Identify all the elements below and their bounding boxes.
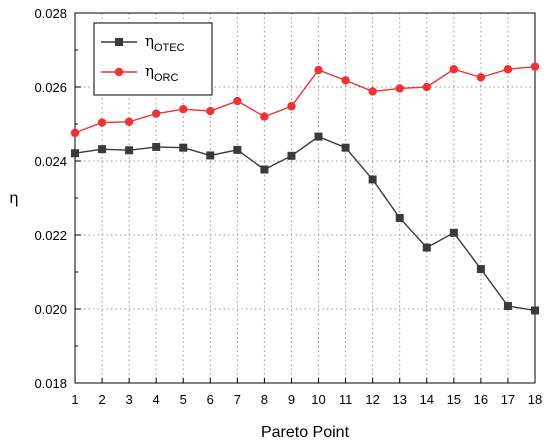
data-point-orc [179,105,188,114]
data-point-otec [368,175,377,184]
data-point-otec [422,243,431,252]
data-point-orc [449,65,459,74]
data-point-orc [476,73,486,82]
y-axis-label: η [10,190,19,207]
data-point-otec [395,213,404,222]
data-point-orc [395,84,404,93]
legend-label-subscript: OTEC [154,42,185,54]
grid [75,13,535,383]
y-tick-label: 0.020 [34,302,67,317]
x-tick-label: 8 [261,392,268,407]
x-tick-label: 13 [392,392,406,407]
data-point-otec [314,132,323,141]
x-tick-label: 5 [180,392,187,407]
data-point-otec [476,265,485,274]
x-axis-label: Pareto Point [261,424,350,441]
data-point-orc [422,82,431,92]
data-point-orc [287,102,296,111]
data-point-orc [70,128,80,138]
x-tick-label: 10 [311,392,325,407]
x-tick-label: 11 [339,392,353,407]
data-point-otec [98,145,107,154]
x-tick-label: 4 [153,392,160,407]
y-tick-label: 0.024 [34,154,67,169]
data-point-otec [449,228,458,237]
data-point-otec [206,151,215,160]
x-tick-label: 18 [528,392,542,407]
data-point-otec [179,143,188,152]
y-tick-label: 0.028 [34,6,67,21]
axes: 1 2 3 4 5 6 7 8 9 10 11 12 13 14 15 16 17 180.0180.0200.0… [34,6,542,407]
y-tick-label: 0.018 [34,376,67,391]
series-line-otec [74,135,536,312]
data-point-otec [233,145,242,154]
x-tick-label: 2 [98,392,105,407]
x-tick-label: 15 [447,392,461,407]
legend-marker [114,67,124,77]
data-point-orc [206,106,215,116]
data-point-orc [124,117,134,126]
legend-marker [115,38,123,46]
x-tick-label: 1 [71,392,78,407]
series-layer [70,62,540,315]
data-point-orc [341,76,350,85]
x-tick-label: 14 [420,392,434,407]
y-tick-label: 0.026 [34,80,67,95]
data-point-orc [503,65,513,74]
data-point-otec [260,165,269,174]
data-point-orc [530,62,540,71]
data-point-orc [368,87,377,96]
data-point-otec [287,151,296,160]
x-tick-label: 7 [234,392,241,407]
x-tick-label: 3 [126,392,133,407]
data-point-orc [151,109,161,118]
legend-box [93,22,213,96]
legend-label-subscript: ORC [154,72,179,84]
x-tick-label: 9 [288,392,295,407]
data-point-orc [97,118,107,127]
x-tick-label: 12 [365,392,379,407]
data-point-otec [152,142,161,151]
series-line-orc [74,65,536,134]
y-tick-label: 0.022 [34,228,67,243]
data-point-otec [503,302,512,311]
data-point-otec [125,146,134,155]
data-point-otec [71,149,79,158]
x-tick-label: 17 [501,392,515,407]
data-point-otec [531,306,539,315]
data-point-orc [314,65,323,75]
x-tick-label: 6 [207,392,214,407]
x-tick-label: 16 [474,392,488,407]
data-point-orc [260,112,269,121]
data-point-otec [341,143,350,152]
data-point-orc [233,96,242,106]
